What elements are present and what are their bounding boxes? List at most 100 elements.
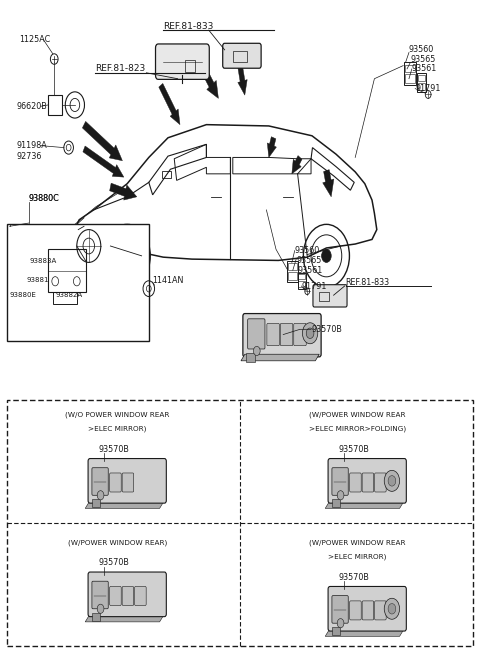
Text: 93882A: 93882A xyxy=(55,292,83,298)
Bar xyxy=(418,83,425,90)
Text: 91791: 91791 xyxy=(301,281,327,291)
Polygon shape xyxy=(85,614,164,622)
Bar xyxy=(288,264,297,270)
Bar xyxy=(299,274,305,279)
Bar xyxy=(299,281,305,287)
Bar xyxy=(418,75,425,81)
Text: 93880C: 93880C xyxy=(29,194,60,203)
Text: 93570B: 93570B xyxy=(312,325,343,334)
Bar xyxy=(7,224,149,341)
Polygon shape xyxy=(83,121,122,161)
Polygon shape xyxy=(109,183,137,200)
Bar xyxy=(48,95,62,115)
FancyBboxPatch shape xyxy=(122,473,133,492)
Text: 93883A: 93883A xyxy=(30,258,57,264)
Text: >ELEC MIRROR): >ELEC MIRROR) xyxy=(328,554,387,560)
Text: 93560: 93560 xyxy=(409,45,434,54)
FancyBboxPatch shape xyxy=(88,459,167,503)
Text: (W/POWER WINDOW REAR: (W/POWER WINDOW REAR xyxy=(309,411,406,418)
Polygon shape xyxy=(325,628,404,636)
Circle shape xyxy=(253,346,260,356)
Text: 93561: 93561 xyxy=(298,266,323,275)
Polygon shape xyxy=(159,83,180,125)
FancyBboxPatch shape xyxy=(294,323,306,346)
Polygon shape xyxy=(199,64,218,98)
Text: 91198A: 91198A xyxy=(17,141,48,150)
Bar xyxy=(185,60,195,72)
Bar xyxy=(288,272,297,280)
Circle shape xyxy=(302,323,318,344)
FancyBboxPatch shape xyxy=(248,319,265,349)
Circle shape xyxy=(337,619,344,628)
FancyBboxPatch shape xyxy=(267,323,279,346)
Circle shape xyxy=(97,491,104,500)
Bar xyxy=(298,273,306,289)
FancyBboxPatch shape xyxy=(122,586,133,605)
Polygon shape xyxy=(83,146,124,177)
FancyBboxPatch shape xyxy=(109,473,121,492)
Text: 1141AN: 1141AN xyxy=(153,276,184,285)
Bar xyxy=(92,613,100,621)
FancyBboxPatch shape xyxy=(134,586,146,605)
Polygon shape xyxy=(241,354,319,361)
Bar xyxy=(7,400,473,646)
Text: >ELEC MIRROR): >ELEC MIRROR) xyxy=(88,426,147,432)
Polygon shape xyxy=(267,136,276,157)
Polygon shape xyxy=(292,155,302,174)
Circle shape xyxy=(388,604,396,614)
Text: REF.81-833: REF.81-833 xyxy=(163,22,214,31)
Text: 93570B: 93570B xyxy=(98,558,129,567)
Text: 93881: 93881 xyxy=(26,277,49,283)
Circle shape xyxy=(97,604,104,613)
Text: (W/O POWER WINDOW REAR: (W/O POWER WINDOW REAR xyxy=(65,411,170,418)
FancyBboxPatch shape xyxy=(349,601,361,620)
Bar xyxy=(319,292,329,301)
FancyBboxPatch shape xyxy=(92,581,108,609)
Circle shape xyxy=(384,598,399,619)
Text: 91791: 91791 xyxy=(415,84,441,93)
Bar xyxy=(417,73,426,92)
FancyBboxPatch shape xyxy=(375,473,386,492)
Text: 93880C: 93880C xyxy=(29,194,60,203)
FancyBboxPatch shape xyxy=(328,459,406,503)
Text: 1125AC: 1125AC xyxy=(19,35,50,44)
Text: REF.81-823: REF.81-823 xyxy=(95,64,145,73)
FancyBboxPatch shape xyxy=(362,601,374,620)
Bar xyxy=(246,353,255,362)
FancyBboxPatch shape xyxy=(88,572,167,617)
Text: 93880E: 93880E xyxy=(10,292,36,298)
FancyBboxPatch shape xyxy=(362,473,374,492)
Bar xyxy=(233,51,247,62)
Bar xyxy=(405,65,415,72)
Bar xyxy=(287,262,298,282)
Polygon shape xyxy=(325,501,404,508)
Text: 93570B: 93570B xyxy=(98,445,129,454)
Bar xyxy=(332,499,340,507)
Circle shape xyxy=(322,249,331,262)
FancyBboxPatch shape xyxy=(332,596,348,623)
FancyBboxPatch shape xyxy=(243,314,321,357)
Polygon shape xyxy=(85,501,164,508)
Text: 93565: 93565 xyxy=(296,256,322,265)
Bar xyxy=(92,499,100,507)
Bar xyxy=(404,62,416,85)
Text: 93561: 93561 xyxy=(412,64,437,73)
FancyBboxPatch shape xyxy=(375,601,386,620)
Circle shape xyxy=(388,476,396,486)
FancyBboxPatch shape xyxy=(109,586,121,605)
FancyBboxPatch shape xyxy=(328,586,406,631)
Circle shape xyxy=(384,470,399,491)
Text: 92736: 92736 xyxy=(17,152,42,161)
FancyBboxPatch shape xyxy=(280,323,293,346)
Text: 93570B: 93570B xyxy=(338,573,369,582)
Text: 93560: 93560 xyxy=(295,246,320,255)
FancyBboxPatch shape xyxy=(313,285,347,307)
FancyBboxPatch shape xyxy=(332,468,348,495)
Polygon shape xyxy=(238,65,247,95)
Circle shape xyxy=(337,491,344,500)
Polygon shape xyxy=(323,170,334,197)
Circle shape xyxy=(122,249,132,262)
FancyBboxPatch shape xyxy=(92,468,108,495)
FancyBboxPatch shape xyxy=(349,473,361,492)
Text: >ELEC MIRROR>FOLDING): >ELEC MIRROR>FOLDING) xyxy=(309,426,406,432)
